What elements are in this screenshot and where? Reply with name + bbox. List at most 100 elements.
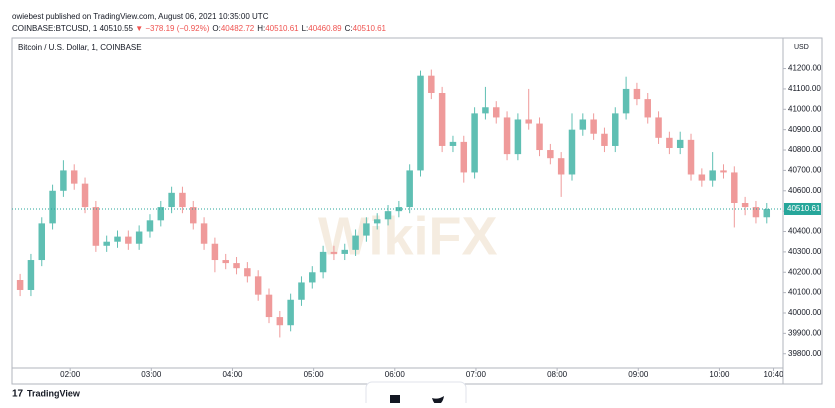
candle-body — [417, 75, 424, 171]
candle-body — [276, 317, 284, 326]
candle-body — [525, 119, 532, 124]
candle-body — [492, 107, 500, 118]
candle-body — [135, 231, 143, 244]
candle-body — [157, 207, 165, 221]
price: 40510.55 — [100, 24, 134, 33]
facebook-icon[interactable] — [390, 395, 400, 405]
y-tick-label: 40300.00 — [788, 247, 822, 256]
change: ▼ −378.19 (−0.92%) — [135, 24, 210, 33]
tv-logo: 17 — [12, 389, 24, 400]
y-tick-label: 40000.00 — [788, 308, 822, 317]
y-tick-label: 41200.00 — [788, 64, 822, 73]
candle-body — [81, 183, 89, 208]
y-tick-label: 40100.00 — [788, 288, 822, 297]
candle-body — [330, 251, 338, 254]
candle-body — [579, 119, 587, 130]
x-tick-label: 06:00 — [385, 370, 406, 379]
candle-body — [557, 158, 565, 175]
y-tick-label: 40700.00 — [788, 166, 822, 175]
watermark: WikiFX — [318, 206, 498, 266]
candle-body — [27, 260, 35, 290]
candle-body — [38, 223, 46, 261]
candle-body — [146, 220, 154, 232]
y-tick-label: 40900.00 — [788, 125, 822, 134]
x-tick-label: 09:00 — [628, 370, 649, 379]
y-tick-label: 39800.00 — [788, 349, 822, 358]
candle-body — [622, 88, 630, 114]
candle-body — [547, 150, 554, 159]
candle-body — [590, 119, 597, 134]
ohlc: O:40482.72 H:40510.61 L:40460.89 C:40510.61 — [212, 24, 386, 33]
last-price-label: 40510.61 — [787, 204, 821, 213]
candle-body — [222, 260, 229, 264]
x-tick-label: 10:00 — [709, 370, 730, 379]
candle-body — [741, 203, 749, 208]
candle-body — [731, 172, 738, 203]
x-tick-label: 02:00 — [60, 370, 81, 379]
ohlc-key: L: — [302, 24, 309, 33]
candle-body — [406, 170, 413, 208]
candle-body — [49, 190, 56, 224]
y-tick-label: 39900.00 — [788, 328, 822, 337]
brand: TradingView — [27, 388, 81, 398]
x-tick-label: 08:00 — [547, 370, 568, 379]
candle-body — [265, 294, 273, 318]
candle-body — [233, 263, 240, 269]
last-price-badge — [784, 202, 821, 215]
y-tick-label: 40200.00 — [788, 267, 822, 276]
byline: owiebest published on TradingView.com, A… — [12, 12, 269, 21]
candle-body — [666, 137, 673, 148]
x-tick-label: 10:40 — [764, 370, 785, 379]
candle-body — [676, 139, 684, 148]
candle-body — [709, 170, 716, 181]
candle-body — [395, 207, 403, 212]
x-tick-label: 03:00 — [141, 370, 162, 379]
y-tick-label: 40800.00 — [788, 145, 822, 154]
candle-body — [211, 243, 219, 261]
ohlc-key: O: — [212, 24, 220, 33]
symbol-line: COINBASE:BTCUSD, 1 40510.55 ▼ −378.19 (−… — [12, 24, 387, 33]
candle-body — [644, 99, 651, 118]
candle-body — [298, 282, 305, 300]
y-tick-label: 41000.00 — [788, 104, 822, 113]
candle-body — [612, 113, 619, 146]
candle-body — [190, 207, 197, 224]
candle-body — [438, 93, 446, 146]
candle-body — [687, 139, 695, 175]
candle-body — [16, 280, 24, 290]
chart-title: Bitcoin / U.S. Dollar, 1, COINBASE — [18, 43, 142, 52]
candle-body — [309, 272, 316, 283]
candle-body — [373, 219, 381, 224]
candle-body — [114, 236, 121, 242]
ohlc-value: 40460.89 — [308, 24, 342, 33]
candle-body — [125, 236, 132, 244]
candle-body — [103, 241, 110, 246]
y-tick-label: 40400.00 — [788, 227, 822, 236]
share-bar — [365, 381, 467, 408]
candle-body — [244, 268, 251, 277]
ohlc-key: H: — [257, 24, 265, 33]
ohlc-value: 40510.61 — [353, 24, 387, 33]
candle-body — [179, 192, 186, 208]
symbol: COINBASE:BTCUSD, 1 — [12, 24, 98, 33]
candle-body — [503, 117, 511, 155]
candle-body — [341, 249, 348, 254]
candle-body — [752, 207, 760, 218]
svg-text:17: 17 — [12, 389, 24, 400]
x-tick-label: 04:00 — [222, 370, 243, 379]
candle-body — [536, 123, 543, 151]
candle-body — [698, 174, 706, 181]
candle-body — [514, 119, 522, 155]
plot — [16, 69, 771, 338]
x-tick-label: 05:00 — [304, 370, 325, 379]
candle-body — [287, 299, 294, 326]
ohlc-value: 40510.61 — [265, 24, 299, 33]
candle-body — [633, 88, 641, 100]
candle-body — [460, 141, 468, 173]
candle-body — [568, 129, 576, 175]
candle-body — [482, 107, 489, 114]
candle-body — [384, 211, 392, 220]
candle-body — [168, 192, 175, 208]
candle-body — [363, 223, 370, 236]
